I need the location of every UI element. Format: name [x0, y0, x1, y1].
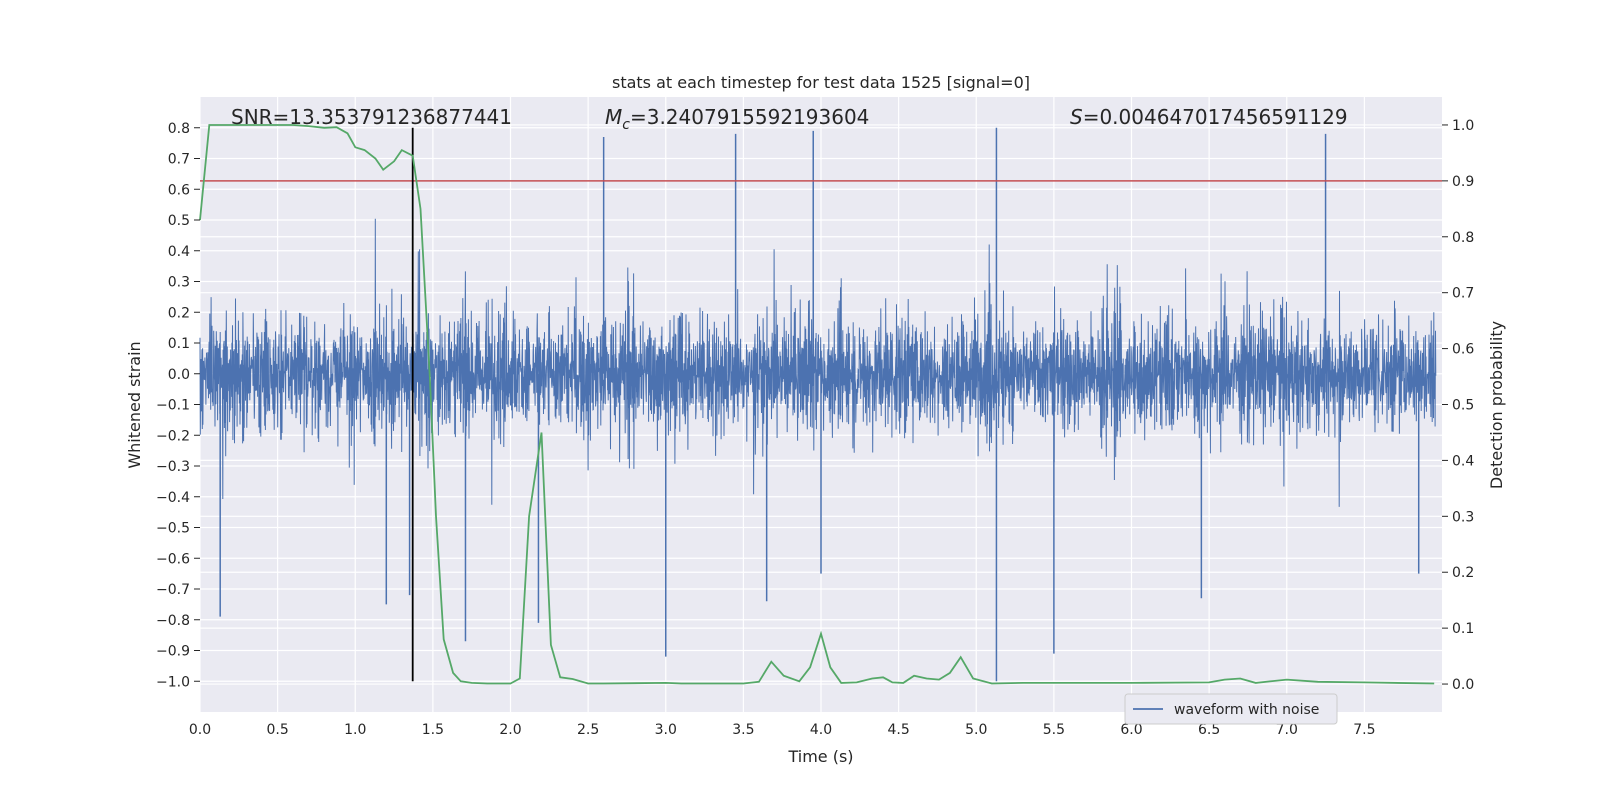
- chirp-mass-value: =3.2407915592193604: [630, 105, 869, 129]
- y-tick-label: 0.3: [168, 275, 190, 291]
- y2-tick-label: 0.9: [1452, 174, 1474, 190]
- x-tick-label: 7.0: [1276, 722, 1298, 738]
- y-axis-label: Whitened strain: [125, 341, 144, 468]
- y2-axis-label: Detection probability: [1487, 321, 1506, 489]
- x-tick-label: 5.0: [965, 722, 987, 738]
- x-tick-label: 4.0: [810, 722, 832, 738]
- x-tick-label: 7.5: [1353, 722, 1375, 738]
- chirp-mass-symbol: M: [605, 105, 622, 129]
- x-tick-label: 0.5: [266, 722, 288, 738]
- waveform-series: [199, 218, 1437, 507]
- y-tick-label: 0.1: [168, 336, 190, 352]
- y-tick-label: −0.8: [156, 613, 190, 629]
- chart-title: stats at each timestep for test data 152…: [612, 73, 1030, 92]
- x-axis-label: Time (s): [787, 747, 853, 766]
- y-tick-label: 0.6: [168, 182, 190, 198]
- s-symbol: S: [1070, 105, 1083, 129]
- y-tick-label: −1.0: [156, 674, 190, 690]
- y-tick-label: −0.6: [156, 551, 190, 567]
- y-tick-label: −0.2: [156, 428, 190, 444]
- y2-tick-label: 0.3: [1452, 509, 1474, 525]
- y-tick-label: 0.7: [168, 152, 190, 168]
- y-tick-label: 0.2: [168, 305, 190, 321]
- y-tick-label: −0.7: [156, 582, 190, 598]
- x-tick-label: 3.5: [732, 722, 754, 738]
- x-tick-label: 5.5: [1043, 722, 1065, 738]
- y2-tick-label: 1.0: [1452, 118, 1474, 134]
- s-annotation: S=0.004647017456591129: [1070, 105, 1348, 129]
- x-tick-label: 2.0: [499, 722, 521, 738]
- x-tick-label: 6.0: [1120, 722, 1142, 738]
- waveform-peaks: [219, 127, 1420, 682]
- x-tick-label: 1.5: [422, 722, 444, 738]
- x-tick-label: 6.5: [1198, 722, 1220, 738]
- y2-tick-label: 0.2: [1452, 565, 1474, 581]
- legend-box: [1124, 693, 1338, 725]
- snr-annotation: SNR=13.353791236877441: [231, 105, 512, 129]
- y2-tick-label: 0.8: [1452, 230, 1474, 246]
- probability-series: [199, 124, 1435, 685]
- x-tick-labels: 0.0 0.5 1.0 1.5 2.0 2.5 3.0 3.5 4.0 4.5 5.0 5.5 6.0 6…: [189, 722, 1376, 738]
- x-tick-label: 3.0: [655, 722, 677, 738]
- y-tick-label: 0.8: [168, 121, 190, 137]
- y-tick-label: 0.0: [168, 367, 190, 383]
- y-tick-labels: 0.8 0.7 0.6 0.5 0.4 0.3 0.2 0.1 0.0 −0.1 −0.2 −0.3 −…: [156, 121, 200, 690]
- y-tick-label: −0.3: [156, 459, 190, 475]
- chirp-mass-annotation: Mc=3.2407915592193604: [605, 105, 869, 133]
- y2-tick-label: 0.4: [1452, 453, 1474, 469]
- y-tick-label: −0.9: [156, 644, 190, 660]
- x-tick-label: 4.5: [887, 722, 909, 738]
- x-tick-label: 2.5: [577, 722, 599, 738]
- y2-tick-label: 0.6: [1452, 342, 1474, 358]
- y2-tick-label: 0.5: [1452, 398, 1474, 414]
- x-tick-label: 1.0: [344, 722, 366, 738]
- x-tick-label: 0.0: [189, 722, 211, 738]
- y-tick-label: 0.5: [168, 213, 190, 229]
- chirp-mass-subscript: c: [622, 117, 630, 133]
- y-tick-label: 0.4: [168, 244, 190, 260]
- legend: waveform with noise: [1124, 693, 1338, 725]
- y-tick-label: −0.1: [156, 398, 190, 414]
- s-value: =0.004647017456591129: [1083, 105, 1348, 129]
- y2-tick-label: 0.0: [1452, 677, 1474, 693]
- y2-tick-labels: 1.0 0.9 0.8 0.7 0.6 0.5 0.4 0.3 0.2 0.1 0.0: [1442, 118, 1474, 693]
- y2-tick-label: 0.7: [1452, 286, 1474, 302]
- y-tick-label: −0.5: [156, 521, 190, 537]
- plot-content: [199, 127, 1437, 682]
- y2-tick-label: 0.1: [1452, 621, 1474, 637]
- legend-label: waveform with noise: [1174, 702, 1319, 718]
- y-tick-label: −0.4: [156, 490, 190, 506]
